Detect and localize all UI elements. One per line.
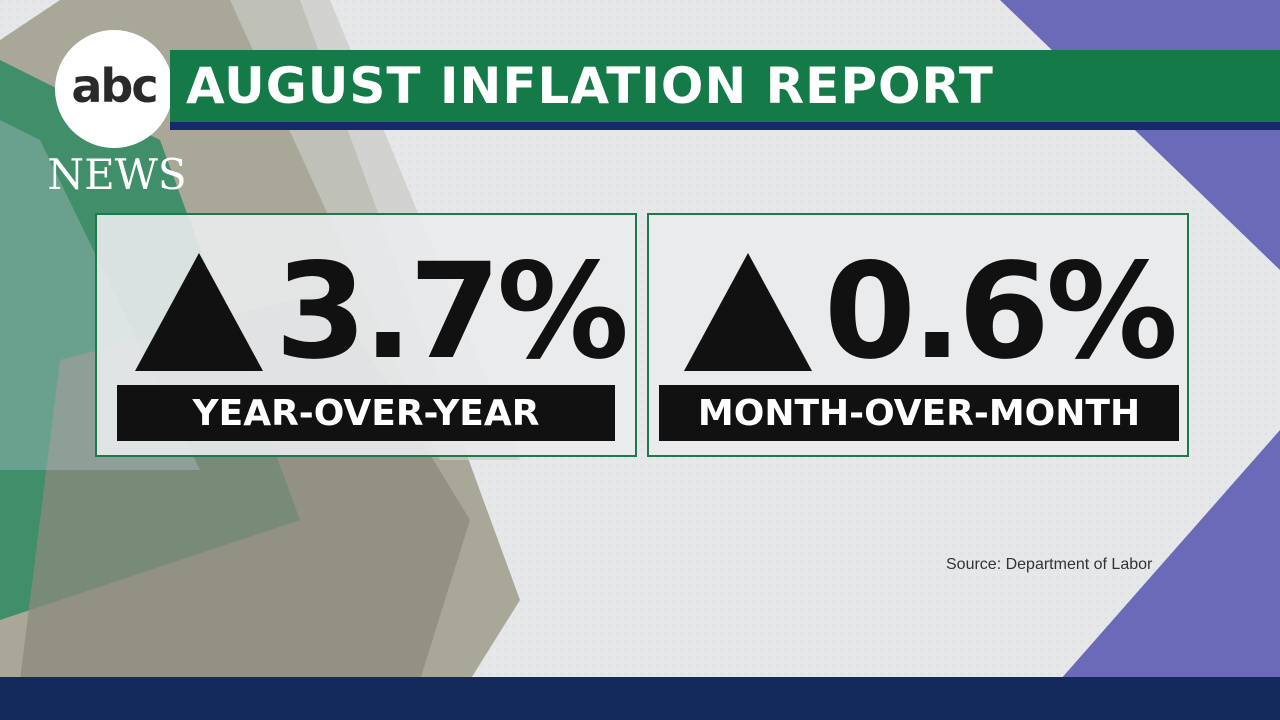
- news-wordmark: NEWS: [47, 150, 187, 199]
- stat-label: MONTH-OVER-MONTH: [659, 385, 1179, 441]
- stat-card-month-over-month: 0.6% MONTH-OVER-MONTH: [647, 213, 1189, 457]
- purple-accent-bottom-right: [1060, 430, 1280, 680]
- abc-logo-text: abc: [71, 59, 158, 113]
- report-title: AUGUST INFLATION REPORT: [186, 57, 994, 115]
- stat-label: YEAR-OVER-YEAR: [117, 385, 615, 441]
- title-banner: AUGUST INFLATION REPORT: [170, 50, 1280, 130]
- stat-value: 3.7%: [275, 235, 629, 389]
- abc-logo: abc: [55, 30, 173, 148]
- up-triangle-icon: [135, 253, 263, 371]
- bottom-bar: [0, 677, 1280, 720]
- stat-value-row: 3.7%: [97, 237, 635, 387]
- stat-value: 0.6%: [824, 235, 1178, 389]
- stat-value-row: 0.6%: [649, 237, 1187, 387]
- source-credit: Source: Department of Labor: [946, 556, 1153, 573]
- stat-card-year-over-year: 3.7% YEAR-OVER-YEAR: [95, 213, 637, 457]
- up-triangle-icon: [684, 253, 812, 371]
